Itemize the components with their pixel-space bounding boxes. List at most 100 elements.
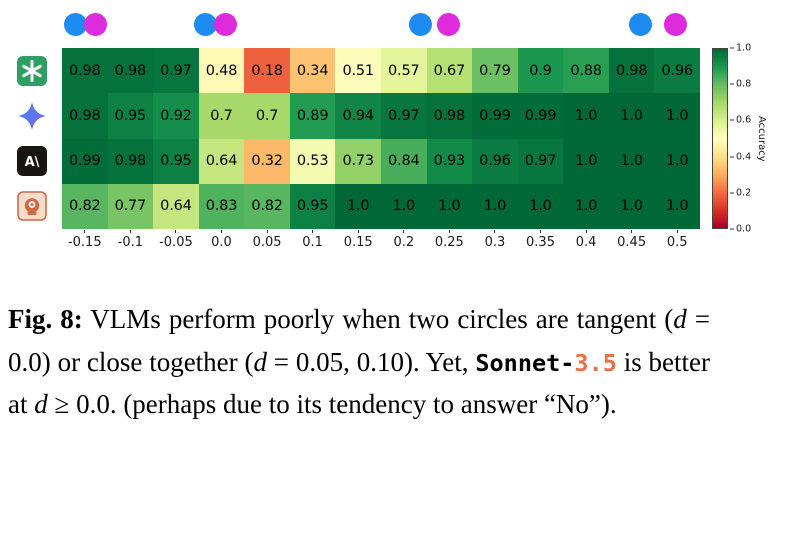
heatmap-cell: 0.83 [198,183,245,229]
heatmap-cell: 0.95 [107,93,154,139]
x-tick-label: 0.25 [427,230,473,250]
heatmap-cell: 0.7 [198,93,245,139]
heatmap-cell: 0.82 [244,183,290,229]
heatmap-cell: 0.98 [62,48,108,94]
heatmap-cell: 0.88 [563,48,609,94]
caption-segment: d [34,389,48,420]
heatmap-cell: 0.89 [289,93,336,139]
heatmap-cell: 0.94 [335,93,381,139]
heatmap-cell: 0.48 [198,48,245,94]
heatmap-cell: 0.98 [426,93,473,139]
x-tick-label: 0.3 [472,230,518,250]
x-tick-label: -0.1 [108,230,154,250]
heatmap-cell: 1.0 [563,93,609,139]
x-tick-label: 0.45 [609,230,655,250]
svg-text:A\: A\ [25,155,40,170]
x-tick-label: 0.15 [335,230,381,250]
circle-pair [64,13,107,36]
blue-circle [629,13,652,36]
heatmap-cell: 1.0 [335,183,381,229]
colorbar-tick: 0.8 [730,79,751,90]
x-tick-label: 0.4 [563,230,609,250]
x-axis-labels: -0.15 -0.1 -0.05 0.0 0.05 0.1 0.15 0.2 0.25 0.3 0.… [62,230,700,250]
heatmap-cell: 1.0 [472,183,518,229]
caption-segment: ≥ 0.0. (perhaps due to its tendency to a… [47,389,617,420]
caption-segment: Sonnet- [475,348,575,377]
colorbar-tick: 0.0 [730,224,751,235]
heatmap-cell: 1.0 [563,138,609,184]
heatmap-cell: 1.0 [517,183,564,229]
heatmap-cell: 1.0 [381,183,427,229]
stimuli-row [0,0,790,46]
heatmap-cell: 0.99 [472,93,518,139]
heatmap-cell: 0.7 [244,93,290,139]
heatmap-cell: 0.18 [244,48,290,94]
heatmap-cell: 0.51 [335,48,381,94]
magenta-circle [437,13,460,36]
x-tick-label: -0.15 [62,230,108,250]
heatmap-cell: 1.0 [608,138,655,184]
heatmap-cell: 0.99 [517,93,564,139]
colorbar [712,48,728,229]
colorbar-tick: 0.4 [730,151,751,162]
magenta-circle [84,13,107,36]
heatmap-grid: 0.98 0.98 0.97 0.48 0.18 0.34 0.51 0.57 0.67 0.79… [62,48,700,229]
heatmap-cell: 0.93 [426,138,473,184]
heatmap-cell: 0.64 [153,183,199,229]
blue-circle [64,13,87,36]
caption-segment: is better at [8,346,710,420]
colorbar-tick: 1.0 [730,43,751,54]
blue-circle [409,13,432,36]
x-tick-label: 0.2 [381,230,427,250]
heatmap-cell: 0.99 [62,138,108,184]
circle-pair [194,13,237,36]
colorbar-tick: 0.6 [730,115,751,126]
colorbar-ticks: 1.0 0.8 0.6 0.4 0.2 0.0 [730,43,764,235]
heatmap-cell: 0.67 [426,48,473,94]
heatmap-cell: 0.32 [244,138,290,184]
heatmap-cell: 1.0 [426,183,473,229]
heatmap-cell: 0.34 [289,48,336,94]
heatmap-cell: 0.84 [381,138,427,184]
heatmap-cell: 0.53 [289,138,336,184]
x-tick-label: 0.5 [654,230,700,250]
model-icon-column: A\ [15,48,49,229]
heatmap-cell: 0.96 [654,48,700,94]
x-tick-label: 0.0 [199,230,245,250]
heatmap-cell: 0.98 [62,93,108,139]
circle-pair [409,13,460,36]
blue-circle [194,13,217,36]
heatmap-cell: 0.9 [517,48,564,94]
figure-caption: Fig. 8: VLMs perform poorly when two cir… [8,298,710,426]
heatmap-cell: 0.98 [608,48,655,94]
anthropic-logo-icon: A\ [17,146,47,177]
magenta-circle [664,13,687,36]
heatmap-cell: 1.0 [563,183,609,229]
heatmap-cell: 0.73 [335,138,381,184]
x-tick-label: 0.1 [290,230,336,250]
openai-logo-icon [17,55,47,86]
heatmap-cell: 1.0 [654,138,700,184]
caption-segment: VLMs perform poorly when two circles are… [82,304,674,334]
heatmap-cell: 1.0 [654,93,700,139]
caption-segment: = 0.0) or close together ( [8,304,710,377]
heatmap-cell: 0.97 [153,48,199,94]
heatmap-cell: 0.82 [62,183,108,229]
heatmap-cell: 0.95 [289,183,336,229]
heatmap-cell: 1.0 [654,183,700,229]
heatmap-cell: 0.92 [153,93,199,139]
heatmap-cell: 0.77 [107,183,154,229]
caption-segment: Fig. 8: [8,304,83,334]
colorbar-tick: 0.2 [730,187,751,198]
caption-segment: = 0.05, 0.10). Yet, [266,346,476,377]
circle-pair [629,13,687,36]
heatmap-cell: 0.97 [517,138,564,184]
heatmap-cell: 0.95 [153,138,199,184]
colorbar-label: Accuracy [756,115,767,162]
heatmap-cell: 1.0 [608,183,655,229]
x-tick-label: -0.05 [153,230,199,250]
heatmap-cell: 0.96 [472,138,518,184]
caption-segment: d [673,304,687,334]
magenta-circle [214,13,237,36]
